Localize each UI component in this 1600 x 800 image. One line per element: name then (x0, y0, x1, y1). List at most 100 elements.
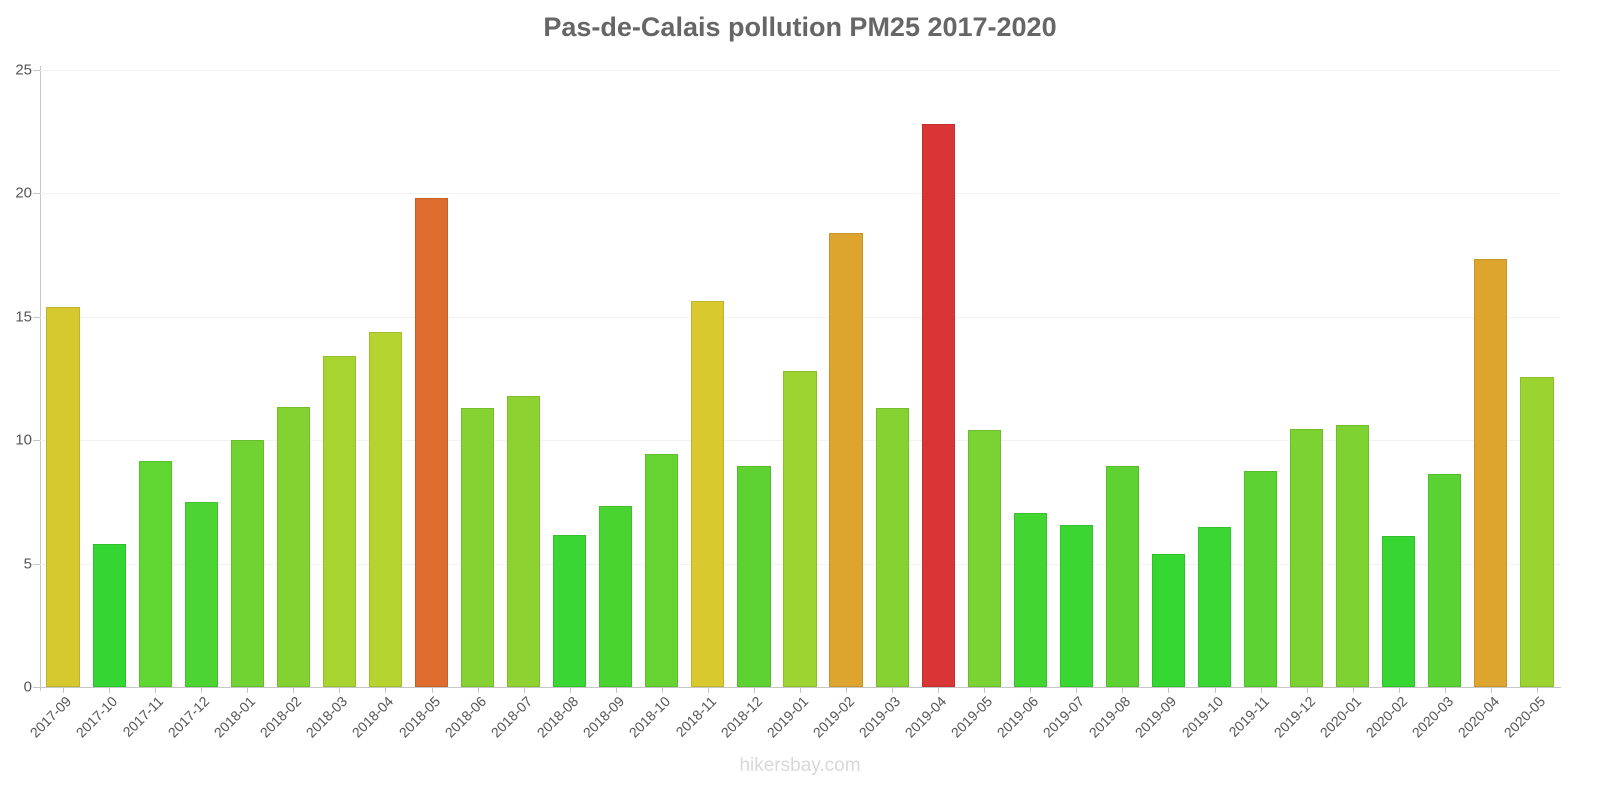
x-axis-tick-mark (1444, 687, 1446, 693)
x-axis-tick-label: 2019-02 (809, 693, 858, 741)
bar[interactable] (46, 306, 80, 687)
x-axis-tick-label: 2020-03 (1408, 693, 1457, 741)
bar[interactable] (92, 543, 126, 687)
x-axis-tick-mark (1536, 687, 1538, 693)
x-axis-tick-label: 2018-08 (533, 693, 582, 741)
x-axis-tick-label: 2018-12 (717, 693, 766, 741)
x-axis-tick-mark (938, 687, 940, 693)
bar[interactable] (829, 232, 863, 687)
bar[interactable] (1105, 466, 1139, 687)
x-axis-tick-label: 2019-09 (1132, 693, 1180, 741)
x-axis-tick-label: 2017-12 (164, 693, 213, 741)
bar[interactable] (368, 331, 403, 687)
y-axis-tick-label: 10 (15, 431, 32, 449)
bar[interactable] (599, 505, 633, 687)
bar[interactable] (1520, 377, 1554, 687)
bar[interactable] (507, 395, 541, 687)
x-axis-tick-label: 2018-05 (395, 693, 443, 741)
bar[interactable] (1197, 526, 1232, 687)
x-axis-tick-label: 2017-09 (26, 693, 75, 741)
x-axis-tick-label: 2019-11 (1224, 693, 1272, 740)
x-axis-tick-label: 2018-04 (349, 693, 397, 741)
bar[interactable] (1151, 553, 1186, 687)
bar[interactable] (1013, 513, 1047, 687)
bar[interactable] (460, 408, 495, 687)
bar[interactable] (875, 408, 909, 687)
x-axis-tick-mark (753, 687, 755, 693)
bar[interactable] (645, 453, 679, 687)
y-axis-tick-mark (33, 70, 40, 71)
x-axis-tick-mark (984, 687, 986, 693)
x-axis-tick-mark (846, 687, 848, 693)
footer-credit: hikersbay.com (739, 755, 861, 776)
bar[interactable] (1474, 258, 1508, 687)
x-axis-tick-mark (1076, 687, 1078, 693)
bar[interactable] (184, 501, 218, 687)
x-axis-tick-label: 2019-10 (1178, 693, 1226, 741)
x-axis-tick-label: 2019-03 (855, 693, 904, 741)
bar[interactable] (138, 461, 172, 687)
x-axis-tick-mark (431, 687, 433, 693)
x-axis-tick-mark (109, 687, 111, 693)
bar[interactable] (230, 440, 264, 687)
bar[interactable] (737, 466, 771, 687)
gridline (40, 193, 1560, 195)
bar[interactable] (1244, 471, 1278, 687)
bar[interactable] (1382, 536, 1416, 687)
y-axis-tick-mark (33, 440, 40, 442)
x-axis-tick-mark (63, 687, 65, 693)
bar[interactable] (1428, 473, 1462, 687)
x-axis-tick-mark (339, 687, 341, 693)
x-axis-tick-label: 2018-09 (579, 693, 628, 741)
x-axis-tick-mark (1260, 687, 1262, 693)
x-axis-tick-label: 2019-07 (1040, 693, 1088, 741)
x-axis-tick-mark (1030, 687, 1032, 693)
bar[interactable] (691, 300, 725, 687)
x-axis-tick-mark (385, 687, 387, 693)
x-axis-tick-mark (1122, 687, 1124, 693)
x-axis-tick-mark (293, 687, 295, 693)
bar[interactable] (414, 198, 449, 687)
x-axis-tick-mark (892, 687, 894, 693)
x-axis-tick-mark (569, 687, 571, 693)
bar[interactable] (276, 406, 310, 687)
x-axis-tick-mark (1306, 687, 1308, 693)
chart-title: Pas-de-Calais pollution PM25 2017-2020 (543, 12, 1057, 42)
bar[interactable] (322, 356, 356, 687)
bar[interactable] (783, 371, 817, 687)
bar[interactable] (1336, 425, 1370, 687)
x-axis-tick-label: 2018-11 (672, 693, 720, 740)
x-axis-tick-mark (523, 687, 525, 693)
x-axis-tick-mark (1214, 687, 1216, 693)
x-axis-tick-label: 2019-05 (947, 693, 996, 741)
x-axis-tick-label: 2018-06 (441, 693, 489, 741)
x-axis-tick-label: 2017-10 (72, 693, 121, 741)
gridline (40, 70, 1560, 71)
x-axis-tick-mark (1168, 687, 1170, 693)
gridline (40, 316, 1560, 318)
x-axis-tick-label: 2018-01 (210, 693, 259, 741)
x-axis-tick-mark (1398, 687, 1400, 693)
plot-area (40, 70, 1560, 687)
x-axis-tick-mark (247, 687, 249, 693)
y-axis-tick-label: 15 (15, 308, 32, 326)
y-axis-tick-mark (33, 316, 40, 318)
x-axis-tick-label: 2019-04 (901, 693, 950, 741)
y-axis-tick-mark (33, 687, 40, 688)
y-axis-tick-label: 5 (23, 555, 32, 573)
x-axis-tick-label: 2020-05 (1500, 693, 1549, 741)
y-axis-tick-label: 20 (15, 184, 32, 202)
bar[interactable] (1290, 429, 1324, 687)
x-axis-tick-label: 2018-02 (256, 693, 305, 741)
x-axis-tick-mark (201, 687, 203, 693)
x-axis-tick-label: 2020-04 (1454, 693, 1503, 741)
y-axis-tick-mark (33, 563, 40, 565)
bar[interactable] (1059, 525, 1093, 687)
x-axis-tick-label: 2018-07 (487, 693, 535, 741)
bar[interactable] (921, 124, 955, 687)
bar[interactable] (967, 430, 1001, 687)
x-axis-tick-label: 2019-12 (1270, 693, 1318, 741)
x-axis-tick-mark (1490, 687, 1492, 693)
bar[interactable] (553, 535, 587, 687)
y-axis-tick-label: 0 (23, 678, 32, 696)
